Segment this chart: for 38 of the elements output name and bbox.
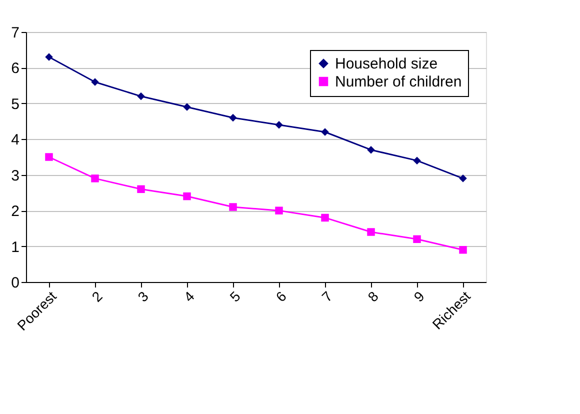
legend-label: Household size [335, 56, 438, 72]
x-tick-label: 6 [272, 288, 290, 305]
point [321, 128, 329, 136]
point [45, 53, 53, 61]
y-tick-label: 6 [11, 60, 20, 78]
x-tick-label: 4 [180, 288, 198, 305]
point [91, 174, 99, 182]
x-tick-label: 2 [88, 288, 106, 305]
point [183, 103, 191, 111]
point [137, 185, 145, 194]
point [45, 153, 53, 161]
y-tick-label: 3 [11, 167, 20, 184]
y-tick-label: 7 [11, 24, 20, 42]
y-tick-label: 5 [11, 96, 20, 113]
point [183, 192, 191, 200]
point [91, 78, 99, 86]
point [321, 214, 329, 222]
point [413, 235, 421, 244]
y-tick-label: 0 [11, 274, 20, 292]
point [459, 174, 467, 182]
legend-label: Number of children [335, 74, 462, 90]
x-tick-label: 9 [410, 288, 428, 305]
point [137, 92, 145, 100]
x-tick-label: 8 [364, 288, 382, 305]
y-tick-label: 4 [11, 132, 20, 149]
point [229, 203, 237, 211]
point [275, 206, 283, 214]
y-tick-label: 1 [11, 238, 20, 256]
x-tick-label: 3 [134, 288, 152, 305]
point [367, 228, 375, 236]
x-tick-label: 5 [226, 288, 244, 305]
point [459, 246, 467, 254]
point [275, 120, 283, 129]
x-tick-label: 7 [318, 288, 336, 305]
point [413, 156, 421, 164]
point [229, 114, 237, 122]
y-tick-label: 2 [11, 203, 20, 220]
point [367, 146, 375, 154]
